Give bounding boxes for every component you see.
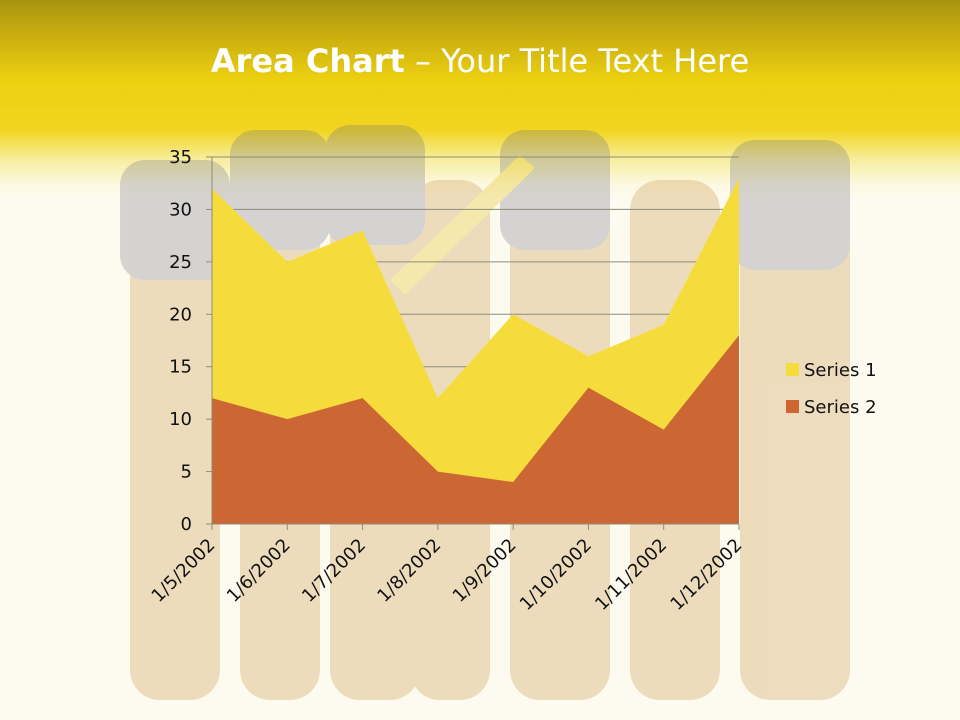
x-tick-label: 1/5/2002 — [148, 535, 220, 607]
y-tick-label: 35 — [169, 147, 192, 168]
y-tick-label: 30 — [169, 199, 192, 220]
x-tick-label: 1/8/2002 — [373, 535, 445, 607]
x-tick-label: 1/9/2002 — [449, 535, 521, 607]
y-tick-label: 0 — [181, 514, 192, 535]
y-tick-label: 25 — [169, 252, 192, 273]
slide-title: Area Chart – Your Title Text Here — [0, 42, 960, 80]
area-series-2 — [212, 335, 739, 524]
y-tick-label: 5 — [181, 462, 192, 483]
legend-label-series-2: Series 2 — [804, 397, 877, 418]
title-bold: Area Chart — [210, 42, 405, 80]
areas — [212, 177, 739, 524]
title-rest: – Your Title Text Here — [404, 42, 750, 80]
y-tick-label: 10 — [169, 409, 192, 430]
y-tick-label: 20 — [169, 304, 192, 325]
y-tick-label: 15 — [169, 357, 192, 378]
x-tick-label: 1/12/2002 — [666, 535, 746, 615]
legend-swatch-series-1 — [786, 363, 799, 376]
x-tick-label: 1/6/2002 — [223, 535, 295, 607]
x-tick-label: 1/11/2002 — [591, 535, 671, 615]
x-tick-label: 1/7/2002 — [298, 535, 370, 607]
legend-swatch-series-2 — [786, 400, 799, 413]
x-tick-label: 1/10/2002 — [516, 535, 596, 615]
title-band — [0, 0, 960, 200]
legend: Series 1 Series 2 — [786, 360, 877, 418]
legend-label-series-1: Series 1 — [804, 360, 877, 381]
